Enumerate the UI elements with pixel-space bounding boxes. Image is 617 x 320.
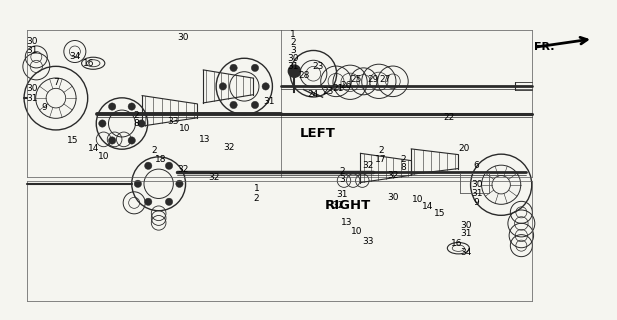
Circle shape [251,64,259,72]
Text: 32: 32 [363,161,374,170]
Text: LEFT: LEFT [300,127,336,140]
Text: 10: 10 [350,227,362,236]
Text: 30: 30 [27,36,38,45]
Text: 9: 9 [41,103,47,112]
Text: 14: 14 [88,144,99,153]
Circle shape [176,180,183,188]
Text: 33: 33 [363,237,374,246]
Text: 8: 8 [133,119,139,128]
Text: 32: 32 [208,173,220,182]
Circle shape [144,162,152,170]
Circle shape [144,198,152,205]
Text: 16: 16 [83,59,94,68]
Text: 16: 16 [451,239,462,248]
Text: 2: 2 [133,111,139,120]
Text: 30: 30 [387,193,399,202]
Text: 31: 31 [27,94,38,103]
Text: 28: 28 [298,71,309,80]
Text: 10: 10 [179,124,191,133]
Text: 7: 7 [54,78,59,87]
Text: 2: 2 [254,194,259,203]
Circle shape [230,101,238,108]
Text: 31: 31 [263,97,275,106]
Text: 18: 18 [155,156,166,164]
Text: 14: 14 [422,203,434,212]
Text: 30: 30 [27,84,38,93]
Circle shape [288,65,300,77]
Text: 15: 15 [67,136,79,146]
Text: 22: 22 [444,113,455,122]
Text: 2: 2 [291,38,296,47]
Text: 13: 13 [199,135,210,144]
Text: 34: 34 [69,52,81,61]
Circle shape [128,137,135,144]
Text: 30: 30 [460,220,472,229]
Text: 15: 15 [434,209,445,218]
Circle shape [230,64,238,72]
Text: 20: 20 [459,144,470,153]
Text: 32: 32 [387,171,399,180]
Text: 30: 30 [471,180,482,189]
Text: 31: 31 [460,229,472,238]
Text: 23: 23 [312,62,323,71]
Text: 2: 2 [378,146,384,155]
Text: 30: 30 [288,54,299,63]
Circle shape [109,137,116,144]
Text: 1: 1 [291,30,296,39]
Text: 21: 21 [332,84,344,93]
Text: 32: 32 [223,143,234,152]
Text: 29: 29 [367,75,378,84]
Text: 34: 34 [461,248,472,257]
Text: 31: 31 [288,62,299,71]
Circle shape [165,162,173,170]
Text: 2: 2 [400,155,406,164]
Circle shape [138,120,145,127]
Text: 1: 1 [254,184,259,193]
Text: 31: 31 [471,189,482,198]
Text: 6: 6 [474,161,479,170]
Circle shape [128,103,135,110]
Text: 2: 2 [339,167,345,176]
Text: FR.: FR. [534,42,554,52]
Circle shape [251,101,259,108]
Text: 26: 26 [341,81,352,90]
Text: 32: 32 [332,202,344,211]
Text: 23: 23 [323,87,334,96]
Text: 32: 32 [178,165,189,174]
Text: 8: 8 [400,164,406,172]
Text: 27: 27 [379,75,391,84]
Text: 17: 17 [375,155,386,164]
Text: 3: 3 [291,46,296,55]
Text: RIGHT: RIGHT [325,199,371,212]
Text: 2: 2 [152,146,157,155]
Text: 24: 24 [308,91,319,100]
Text: 30: 30 [177,33,189,42]
Text: 33: 33 [167,117,178,126]
Text: 3: 3 [339,175,345,184]
Text: 31: 31 [336,190,348,199]
Text: 31: 31 [27,46,38,55]
Text: 25: 25 [350,75,362,84]
Text: 9: 9 [474,198,479,207]
Text: 13: 13 [341,218,352,227]
Circle shape [109,103,116,110]
Circle shape [134,180,141,188]
Circle shape [165,198,173,205]
Text: 10: 10 [412,195,423,204]
Circle shape [99,120,106,127]
Circle shape [262,83,270,90]
Circle shape [219,83,226,90]
Text: 10: 10 [98,152,109,161]
